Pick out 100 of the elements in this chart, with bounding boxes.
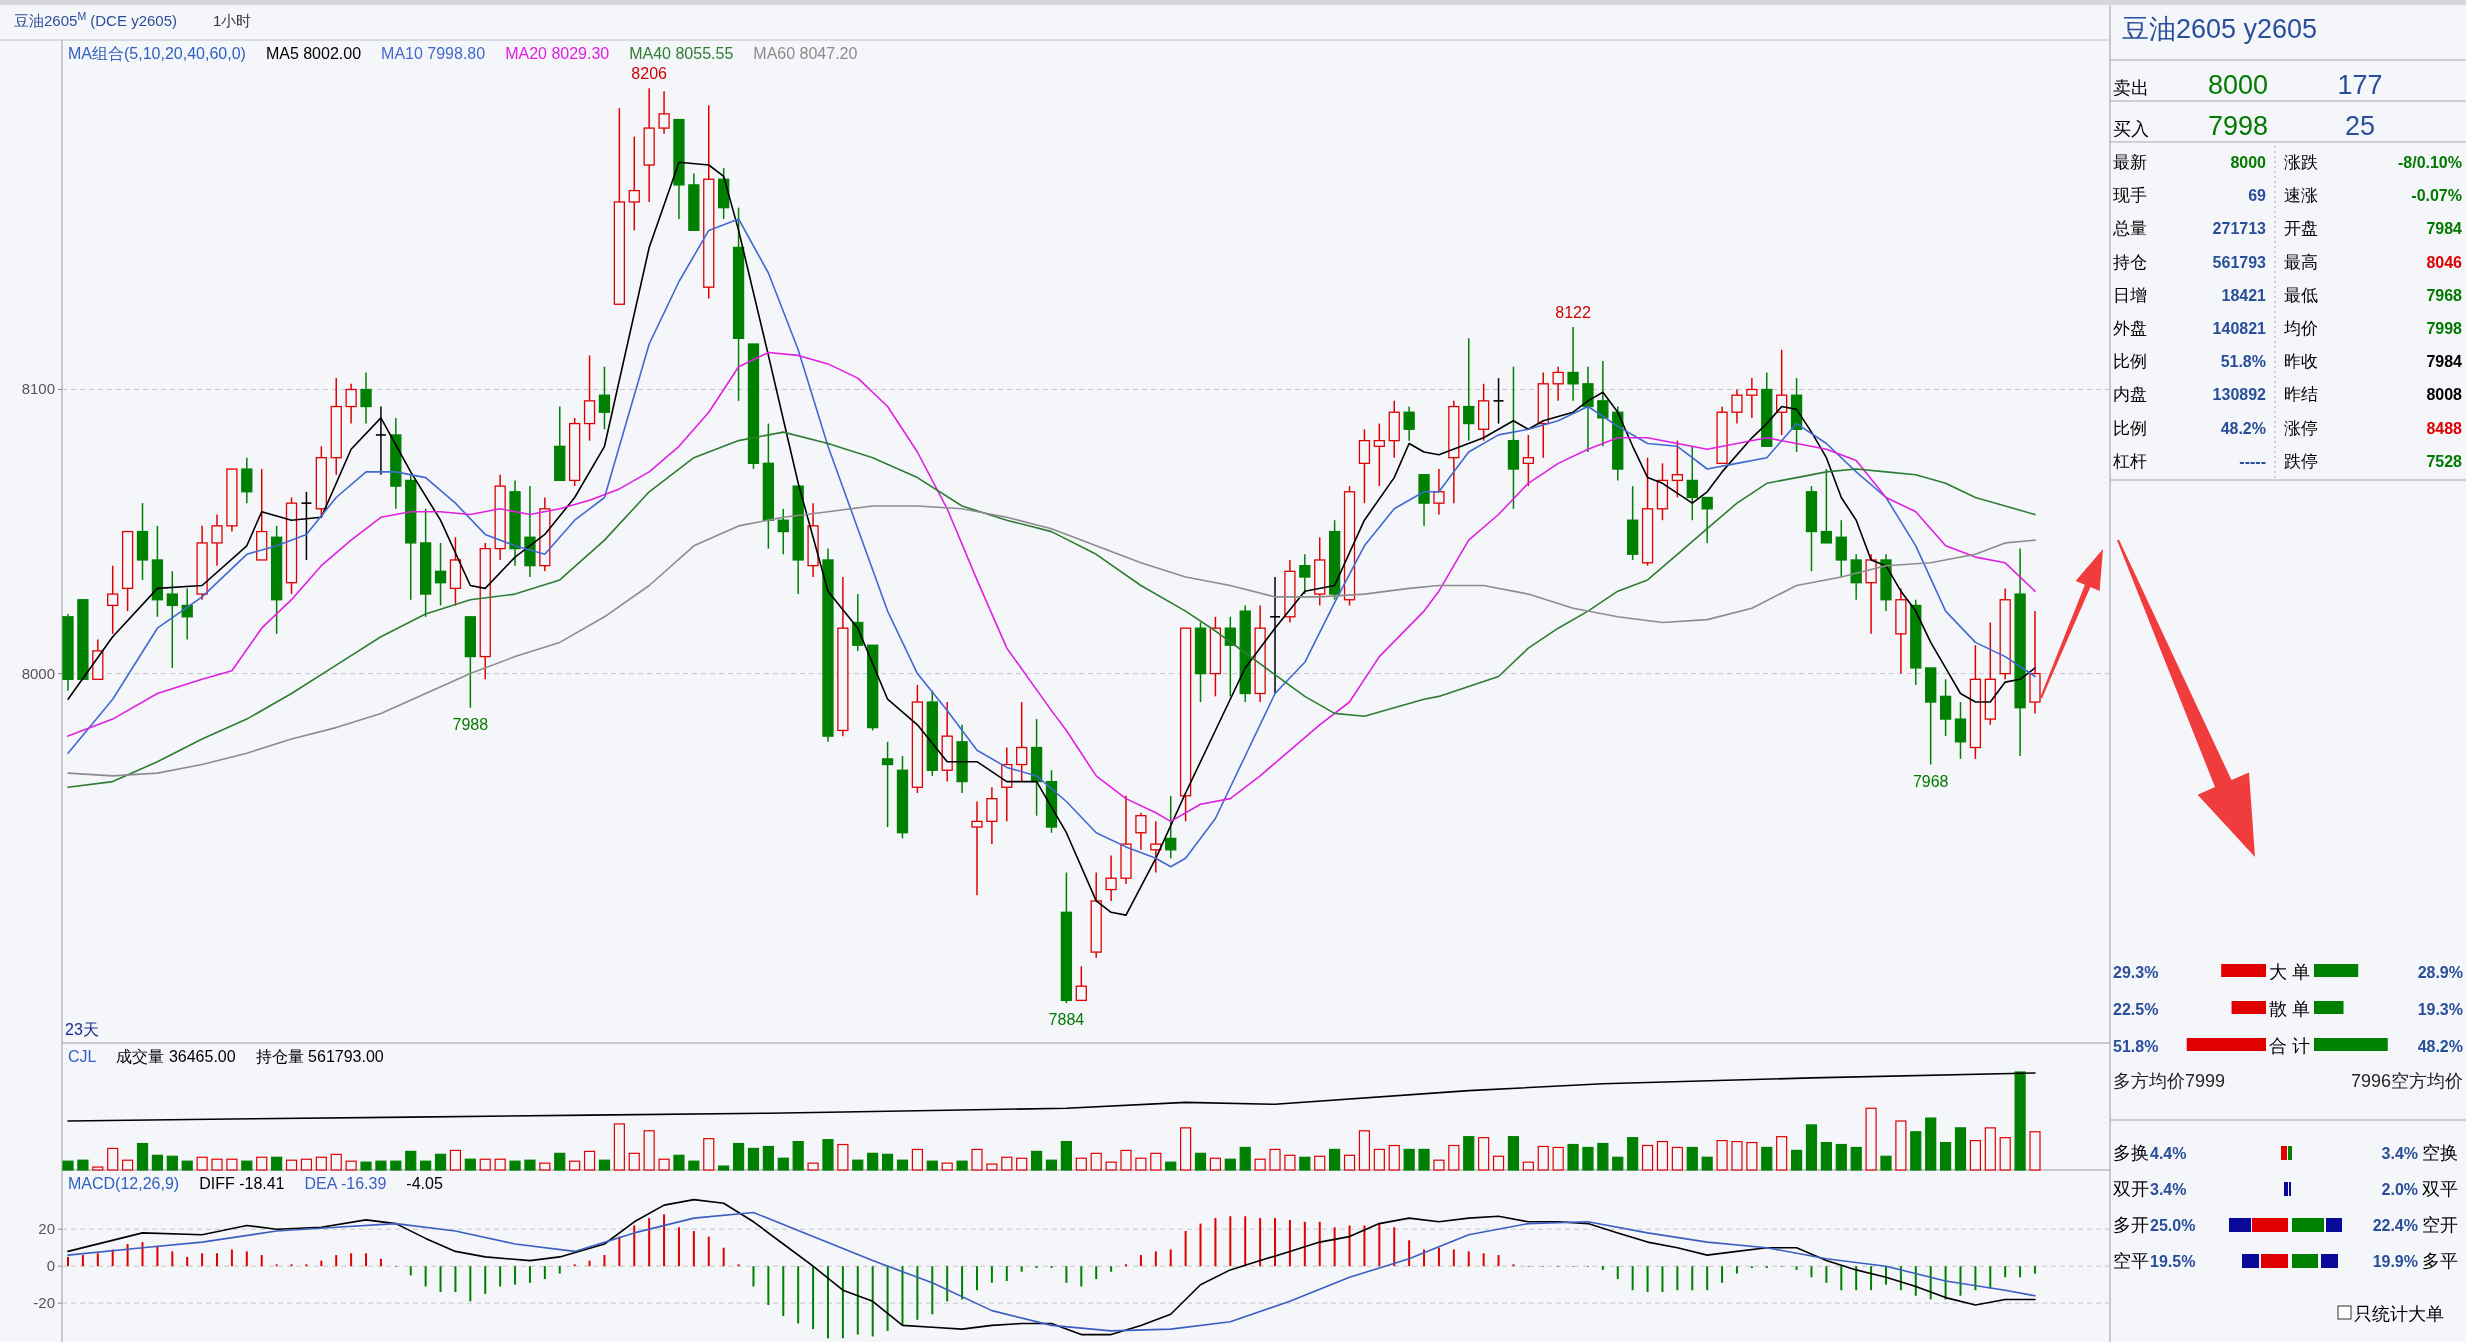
text: 双开 xyxy=(2113,1179,2149,1199)
text: 8488 xyxy=(2426,419,2463,437)
annotation: 8122 xyxy=(1555,303,1591,321)
bar xyxy=(81,1255,84,1267)
annotation: 7968 xyxy=(1912,772,1949,790)
text: 25.0% xyxy=(2150,1217,2196,1234)
chart-subtitle: 1小时 xyxy=(213,12,252,29)
bar xyxy=(1139,1255,1142,1267)
bar xyxy=(692,1231,695,1267)
text: 8046 xyxy=(2426,253,2463,271)
bar xyxy=(986,1163,998,1171)
text: 48.2% xyxy=(2220,419,2266,437)
bar xyxy=(1567,1143,1579,1171)
bar xyxy=(1691,1266,1694,1291)
bar xyxy=(1776,1136,1788,1171)
bar xyxy=(156,1245,159,1267)
text: 杠杆 xyxy=(2112,451,2147,471)
bar xyxy=(837,1143,849,1171)
text: 18421 xyxy=(2221,286,2267,304)
bar xyxy=(956,1160,968,1171)
bar xyxy=(812,1266,815,1330)
bar xyxy=(1020,1266,1023,1272)
bar xyxy=(1135,1157,1147,1171)
bar xyxy=(677,1227,680,1267)
bar xyxy=(77,1159,89,1171)
bar xyxy=(1373,1148,1385,1171)
bar xyxy=(1676,1266,1679,1291)
text: 买入 xyxy=(2113,119,2149,139)
bar xyxy=(1507,1136,1520,1171)
text: 3.4% xyxy=(2150,1181,2187,1198)
bar xyxy=(494,1158,506,1171)
chart-title: CJL xyxy=(68,1048,97,1065)
text: MA60 8047.20 xyxy=(753,45,858,62)
bar xyxy=(1701,1156,1713,1171)
bar xyxy=(881,1153,894,1171)
bar xyxy=(2034,1266,2036,1274)
bar xyxy=(901,1266,904,1326)
bar xyxy=(1224,1158,1236,1171)
text: 4.4% xyxy=(2150,1145,2187,1162)
bar xyxy=(911,1148,923,1171)
data-label: 51.8% xyxy=(2113,1038,2159,1055)
text: DIFF -18.41 xyxy=(199,1175,285,1192)
bar xyxy=(1284,1154,1296,1171)
bar xyxy=(241,1160,253,1171)
text: 7984 xyxy=(2426,353,2463,371)
text: 8008 xyxy=(2426,386,2463,404)
line-series xyxy=(67,505,2036,777)
bar xyxy=(1969,1140,1981,1171)
annotation: 7884 xyxy=(1048,1011,1085,1029)
text: DEA -16.39 xyxy=(304,1175,387,1192)
bar xyxy=(1925,1117,1937,1171)
annotation: -4.05 xyxy=(406,1175,443,1192)
bar xyxy=(509,1160,521,1171)
annotation: 23天 xyxy=(65,1021,99,1038)
text: 19.9% xyxy=(2372,1253,2418,1270)
bar xyxy=(822,1139,834,1171)
text: 140821 xyxy=(2212,320,2267,337)
bar xyxy=(826,1266,829,1339)
bar xyxy=(1080,1266,1083,1287)
bar xyxy=(1880,1155,1892,1171)
text: 8000 xyxy=(2207,70,2269,100)
text: 7984 xyxy=(2426,220,2463,238)
legend-title: MA组合(5,10,20,40,60,0) xyxy=(68,45,246,62)
bar xyxy=(1244,1216,1247,1267)
y-tick-label: 0 xyxy=(46,1257,55,1275)
bar xyxy=(1989,1266,1992,1289)
bar xyxy=(1095,1266,1098,1280)
bar xyxy=(1984,1127,1996,1171)
bar xyxy=(1939,1141,1952,1171)
text: 2.0% xyxy=(2381,1181,2418,1198)
annotation: 7988 xyxy=(452,715,489,733)
bar xyxy=(62,1160,74,1171)
y-tick-label: 8100 xyxy=(21,380,55,398)
bar xyxy=(330,1153,342,1171)
bar xyxy=(350,1253,353,1267)
text: 均价 xyxy=(2283,319,2318,338)
bar xyxy=(1031,1150,1043,1171)
bar xyxy=(886,1266,889,1331)
annotation: 8206 xyxy=(631,65,668,83)
bar xyxy=(1954,1127,1967,1171)
text: 卖出 xyxy=(2113,78,2149,98)
text: 69 xyxy=(2248,187,2267,205)
bar xyxy=(1910,1131,1922,1171)
bar xyxy=(1601,1266,1604,1270)
bar xyxy=(792,1140,804,1171)
bar xyxy=(1120,1149,1132,1171)
bar xyxy=(841,1266,844,1339)
text: 只统计大单 xyxy=(2354,1304,2444,1324)
bar xyxy=(285,1159,298,1171)
bar xyxy=(1810,1266,1813,1278)
text: 现手 xyxy=(2113,186,2147,206)
bar xyxy=(1214,1218,1217,1267)
bar xyxy=(1721,1266,1724,1283)
bar xyxy=(1180,1127,1192,1171)
bar xyxy=(1641,1144,1654,1171)
bar xyxy=(1105,1161,1117,1171)
text: 7998 xyxy=(2207,111,2269,141)
bar xyxy=(658,1158,670,1171)
bar xyxy=(1482,1253,1485,1267)
bar xyxy=(360,1161,372,1171)
